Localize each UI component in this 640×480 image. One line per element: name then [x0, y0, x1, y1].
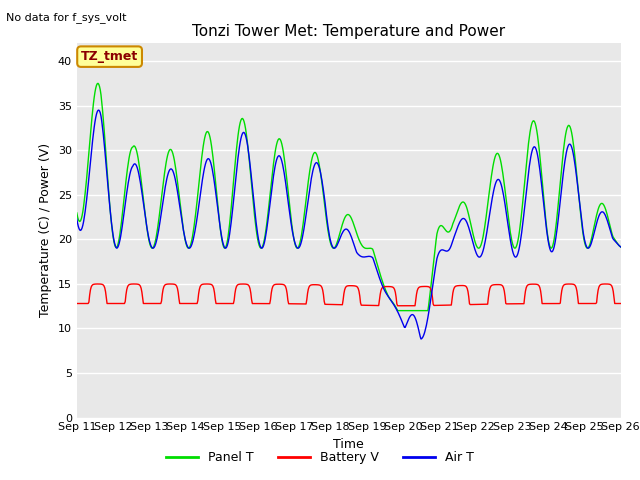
Text: TZ_tmet: TZ_tmet: [81, 50, 138, 63]
X-axis label: Time: Time: [333, 438, 364, 451]
Y-axis label: Temperature (C) / Power (V): Temperature (C) / Power (V): [39, 144, 52, 317]
Text: No data for f_sys_volt: No data for f_sys_volt: [6, 12, 127, 23]
Legend: Panel T, Battery V, Air T: Panel T, Battery V, Air T: [161, 446, 479, 469]
Title: Tonzi Tower Met: Temperature and Power: Tonzi Tower Met: Temperature and Power: [192, 24, 506, 39]
